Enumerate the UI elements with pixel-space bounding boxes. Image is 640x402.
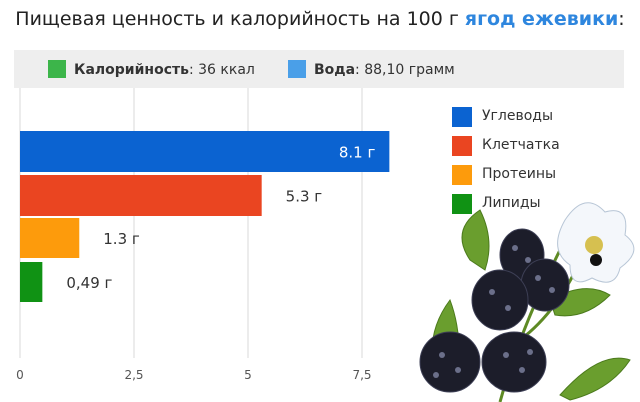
title-suffix: : [618,8,625,30]
x-tick-label: 2,5 [124,368,143,382]
title-highlight: ягод ежевики [464,8,619,30]
calories-stat: Калорийность: 36 ккал [48,60,255,78]
legend-label: Липиды [482,195,541,211]
water-swatch [288,60,306,78]
water-label: Вода [314,62,356,78]
chart-title: Пищевая ценность и калорийность на 100 г… [0,8,640,30]
legend-swatch [452,136,472,156]
x-tick-label: 5 [244,368,252,382]
legend-swatch [452,165,472,185]
legend-swatch [452,107,472,127]
bar [20,175,262,216]
stats-bar: Калорийность: 36 ккал Вода: 88,10 грамм [14,50,624,88]
legend-label: Протеины [482,166,557,182]
legend-swatch [452,194,472,214]
calories-value: : 36 ккал [188,62,255,78]
bar [20,218,80,258]
x-tick-label: 0 [16,368,24,382]
bar [20,131,390,172]
bar-chart: 0 2,5 5 7,5 8.1 г 5.3 г 1.3 г 0,49 г [16,88,390,382]
calories-swatch [48,60,66,78]
water-stat: Вода: 88,10 грамм [288,60,455,78]
x-tick-label: 7,5 [352,368,371,382]
legend-label: Углеводы [482,108,553,124]
data-label: 0,49 г [66,274,112,292]
bar [20,262,43,302]
data-label: 5.3 г [286,188,323,206]
data-label: 8.1 г [339,144,376,162]
water-value: : 88,10 грамм [355,62,455,78]
data-label: 1.3 г [103,230,140,248]
title-text: Пищевая ценность и калорийность на 100 г [15,8,465,30]
legend-label: Клетчатка [482,137,560,153]
blackberries-illustration [419,202,635,402]
calories-label: Калорийность [74,62,189,78]
